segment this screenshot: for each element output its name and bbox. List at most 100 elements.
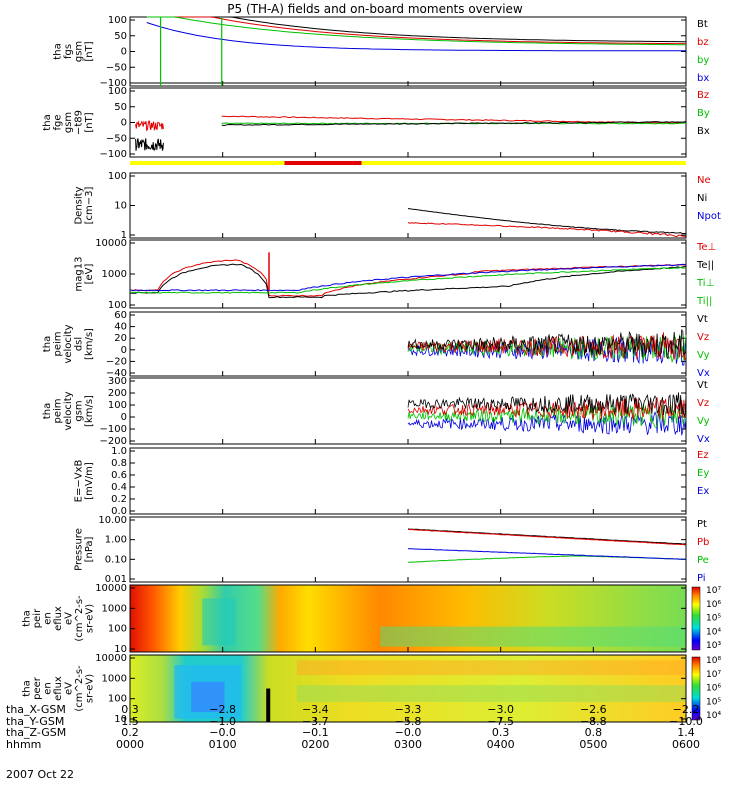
legend-entry: Bx <box>697 126 710 137</box>
y-label-line: tha <box>21 610 32 626</box>
y-label-line: peim <box>53 398 64 423</box>
trace-Bt <box>146 16 686 43</box>
y-tick-label: −50 <box>106 62 127 73</box>
y-tick-label: 10 <box>114 201 127 212</box>
y-label-line: [nT] <box>84 41 95 61</box>
legend-entry: Ex <box>697 486 709 497</box>
y-label-line: gsm <box>74 400 85 421</box>
panel-frame <box>129 16 687 87</box>
trace-fge <box>221 115 687 124</box>
colorbar-tick-label: 10³ <box>706 641 721 651</box>
ephemeris-value-t: 0000 <box>116 737 144 751</box>
legend-entry: Vz <box>697 332 709 343</box>
ephemeris-value-t: 0400 <box>486 737 515 751</box>
y-tick-label: 0.8 <box>111 458 127 469</box>
y-axis-label: E=−VxB [mV/m] <box>74 460 96 503</box>
trace-Ni <box>407 208 687 235</box>
colorbar-tick-label: 10⁷ <box>706 586 721 596</box>
legend-entry: Vx <box>697 368 710 379</box>
ephemeris-value-z: 0.3 <box>491 726 510 739</box>
ephemeris-label: hhmm <box>6 737 42 751</box>
trace-Te-par <box>129 263 687 299</box>
trace-Pi <box>408 548 686 560</box>
y-label-line: eV <box>63 682 74 695</box>
y-label-line: tha <box>21 680 32 696</box>
y-tick-label: 100 <box>108 86 127 97</box>
trace-bz <box>146 16 687 45</box>
legend-entry: Vt <box>697 380 708 391</box>
y-tick-label: 0 <box>121 118 127 129</box>
y-axis-label: tha peir en eflux eV (cm^2-s-sr-eV) <box>21 595 95 642</box>
y-tick-label: 60 <box>114 310 127 321</box>
y-tick-label: −100 <box>100 78 127 89</box>
y-label-line: peer <box>32 676 43 700</box>
legend-entry: By <box>697 108 710 119</box>
ephemeris-value-y: −10.0 <box>669 714 703 728</box>
y-label-line: en <box>42 612 53 625</box>
legend-entry: by <box>697 55 709 66</box>
y-label-line: [mV/m] <box>84 462 95 500</box>
trace-bx <box>146 22 686 52</box>
ephemeris-value-t: 0600 <box>672 737 700 751</box>
trace-fge-early <box>135 120 164 132</box>
trace-Ti-perp <box>129 263 687 292</box>
spectrogram-band <box>191 681 225 712</box>
y-label-line: peir <box>32 608 43 628</box>
y-tick-label: 100 <box>108 171 127 182</box>
mode-bar-segment <box>284 161 362 165</box>
y-label-line: eflux <box>53 606 64 631</box>
ephemeris-label: tha_Z-GSM <box>6 726 67 739</box>
legend-entry: Pt <box>697 519 707 530</box>
y-tick-label: 0.0 <box>111 506 127 517</box>
trace-velocity <box>407 403 687 428</box>
y-label-line: peim <box>53 331 64 356</box>
spectrogram-band <box>380 626 686 647</box>
plot-title: P5 (TH-A) fields and on-board moments ov… <box>227 2 523 16</box>
y-axis-label: mag13 [eV] <box>74 257 96 292</box>
ephemeris-column: −3.0 −7.5 0.3 0400 <box>471 704 531 750</box>
y-label-line: (cm^2-s- <box>74 595 85 642</box>
y-tick-label: 0.01 <box>105 574 127 585</box>
legend-entry: Pb <box>697 537 709 548</box>
legend-entry: Ti⊥ <box>696 278 714 289</box>
legend-entry: Vy <box>697 416 710 427</box>
y-tick-label: 10 <box>114 644 127 655</box>
spectrogram-band <box>296 660 686 676</box>
y-tick-label: 20 <box>114 333 127 344</box>
y-tick-label: 10000 <box>95 653 127 664</box>
y-axis-label: Pressure [nPa] <box>74 528 96 571</box>
colorbar-tick-label: 10⁸ <box>706 656 721 666</box>
ephemeris-column: −2.8 −1.0 −0.0 0100 <box>193 704 253 750</box>
y-label-line: tha <box>42 114 53 130</box>
y-label-line: dsl <box>74 337 85 351</box>
y-label-line: [cm−3] <box>84 187 95 225</box>
y-axis-label: tha peim velocity gsm [km/s] <box>42 391 95 430</box>
y-axis-label: tha peim velocity dsl [km/s] <box>42 324 95 363</box>
ephemeris-value-y: −3.7 <box>301 714 329 728</box>
ephemeris-value-x: 0.3 <box>121 703 139 716</box>
y-label-line: eV <box>63 612 74 625</box>
y-label-line: [km/s] <box>84 395 95 427</box>
colorbar-tick-label: 10⁵ <box>706 614 721 624</box>
legend-entry: Vt <box>697 314 708 325</box>
colorbar-tick-label: 10⁵ <box>706 697 721 707</box>
ephemeris-value-z: 0.8 <box>584 726 603 739</box>
y-label-line: Pressure <box>74 528 85 571</box>
colorbar-tick-label: 10⁴ <box>706 627 721 637</box>
ephemeris-value-t: 0500 <box>579 737 608 751</box>
y-tick-label: −200 <box>100 436 127 447</box>
mode-bar-segment <box>130 161 285 165</box>
spectrogram-gap <box>266 688 271 722</box>
legend-entry: Vx <box>697 434 710 445</box>
y-tick-label: 10 <box>114 714 127 725</box>
spectrogram-band <box>296 685 686 702</box>
y-tick-label: 50 <box>114 102 127 113</box>
legend-entry: Vz <box>697 398 709 409</box>
y-label-line: en <box>42 682 53 695</box>
trace-Ne <box>407 222 687 238</box>
colorbar <box>691 656 701 721</box>
legend-entry: Bt <box>697 19 708 30</box>
y-tick-label: 100 <box>108 694 127 705</box>
ephemeris-value-y: −1.0 <box>209 714 237 728</box>
